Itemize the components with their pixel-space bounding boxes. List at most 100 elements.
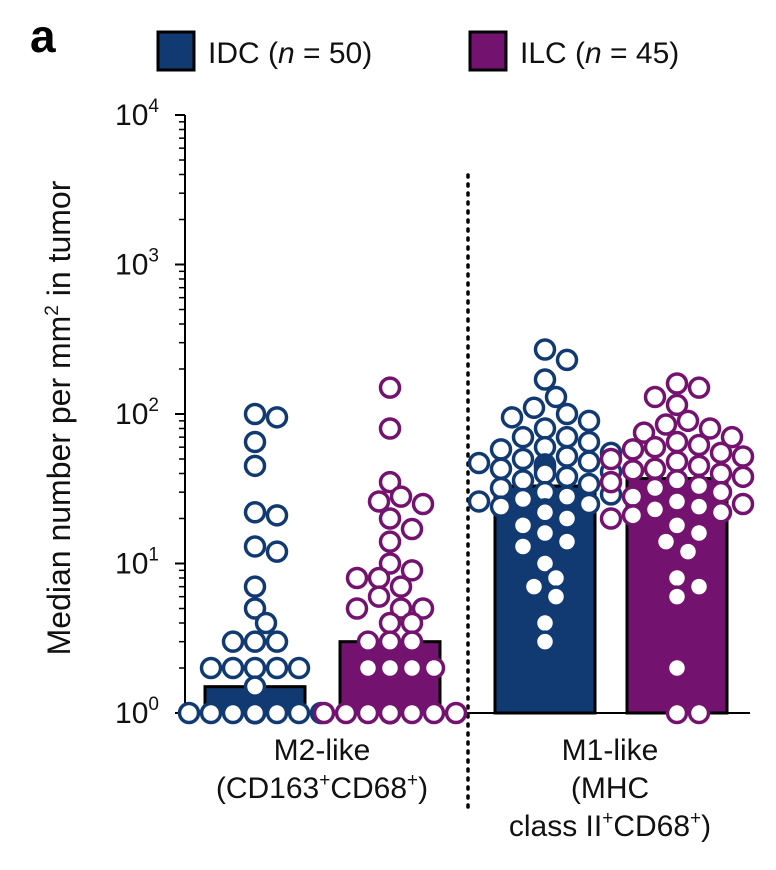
data-point-ilc	[665, 656, 689, 680]
data-point-ilc	[422, 656, 446, 680]
data-point-idc	[533, 611, 557, 635]
data-point-ilc	[676, 409, 700, 433]
data-point-idc	[221, 701, 245, 725]
data-point-idc	[265, 656, 289, 680]
data-point-idc	[533, 630, 557, 653]
data-point-idc	[243, 675, 267, 698]
data-point-idc	[544, 385, 568, 409]
data-point-ilc	[356, 630, 380, 653]
data-point-ilc	[400, 630, 424, 653]
data-point-idc	[533, 417, 557, 440]
data-point-idc	[511, 514, 535, 537]
data-point-idc	[500, 406, 524, 429]
data-point-idc	[522, 575, 546, 598]
data-point-ilc	[654, 530, 678, 553]
y-tick-label: 101	[115, 545, 159, 581]
data-point-idc	[243, 501, 267, 524]
data-point-ilc	[422, 701, 446, 725]
data-point-ilc	[632, 421, 656, 444]
data-point-ilc	[621, 438, 645, 461]
data-point-idc	[467, 451, 491, 475]
data-point-ilc	[687, 521, 711, 545]
data-point-ilc	[643, 498, 667, 521]
data-point-ilc	[599, 447, 623, 471]
data-point-idc	[511, 447, 535, 471]
data-point-ilc	[665, 393, 689, 417]
data-point-ilc	[312, 701, 336, 725]
data-point-idc	[287, 701, 311, 725]
data-point-ilc	[709, 441, 733, 465]
data-point-idc	[489, 457, 513, 481]
data-point-ilc	[687, 454, 711, 478]
data-point-ilc	[676, 540, 700, 563]
data-point-ilc	[400, 656, 424, 680]
data-point-ilc	[665, 566, 689, 590]
data-point-ilc	[378, 656, 402, 680]
data-point-idc	[544, 566, 568, 590]
data-point-ilc	[654, 413, 678, 436]
legend-swatch-idc	[156, 30, 196, 72]
data-point-ilc	[345, 566, 369, 590]
data-point-idc	[265, 630, 289, 653]
data-point-ilc	[643, 457, 667, 481]
data-point-ilc	[665, 490, 689, 513]
data-point-ilc	[356, 701, 380, 725]
data-point-idc	[243, 535, 267, 558]
data-point-ilc	[687, 495, 711, 518]
data-point-idc	[511, 487, 535, 511]
data-point-ilc	[665, 701, 689, 725]
data-point-ilc	[687, 575, 711, 598]
data-point-idc	[533, 501, 557, 524]
data-point-ilc	[687, 433, 711, 457]
legend-label-idc: IDC (n = 50)	[208, 37, 372, 70]
data-point-ilc	[378, 611, 402, 635]
data-point-idc	[555, 530, 579, 553]
legend-label-ilc: ILC (n = 45)	[520, 37, 679, 70]
data-point-ilc	[698, 417, 722, 440]
y-axis-title: Median number per mm2 in tumor	[41, 180, 77, 655]
data-point-idc	[243, 597, 267, 620]
data-point-ilc	[345, 597, 369, 620]
panel-label: a	[30, 10, 56, 62]
data-point-ilc	[665, 430, 689, 454]
data-point-idc	[577, 492, 601, 516]
data-point-idc	[265, 504, 289, 527]
data-point-idc	[489, 476, 513, 500]
data-point-ilc	[411, 597, 435, 620]
data-point-ilc	[367, 585, 391, 608]
data-point-idc	[489, 438, 513, 461]
data-point-idc	[511, 535, 535, 558]
data-point-ilc	[665, 514, 689, 537]
data-point-idc	[243, 402, 267, 426]
data-point-ilc	[378, 701, 402, 725]
data-point-idc	[555, 507, 579, 530]
data-point-ilc	[687, 701, 711, 725]
data-point-ilc	[599, 507, 623, 530]
y-tick-label: 100	[115, 694, 159, 730]
data-point-idc	[533, 462, 557, 485]
data-point-ilc	[378, 417, 402, 440]
data-points	[177, 338, 755, 725]
data-point-ilc	[709, 462, 733, 485]
data-point-ilc	[334, 701, 358, 725]
data-point-idc	[243, 656, 267, 680]
category-label-line: (MHC	[571, 772, 649, 805]
data-point-idc	[555, 465, 579, 489]
data-point-idc	[533, 338, 557, 361]
category-label-line: M2-like	[274, 734, 371, 767]
data-point-ilc	[643, 476, 667, 500]
data-point-idc	[243, 430, 267, 454]
data-point-idc	[544, 585, 568, 608]
data-point-ilc	[665, 469, 689, 492]
data-point-idc	[221, 630, 245, 653]
data-point-idc	[467, 490, 491, 513]
data-point-idc	[265, 540, 289, 563]
data-point-idc	[243, 701, 267, 725]
data-point-idc	[555, 425, 579, 449]
data-point-ilc	[411, 492, 435, 516]
data-point-idc	[555, 485, 579, 508]
data-point-idc	[555, 445, 579, 468]
data-point-ilc	[665, 585, 689, 608]
